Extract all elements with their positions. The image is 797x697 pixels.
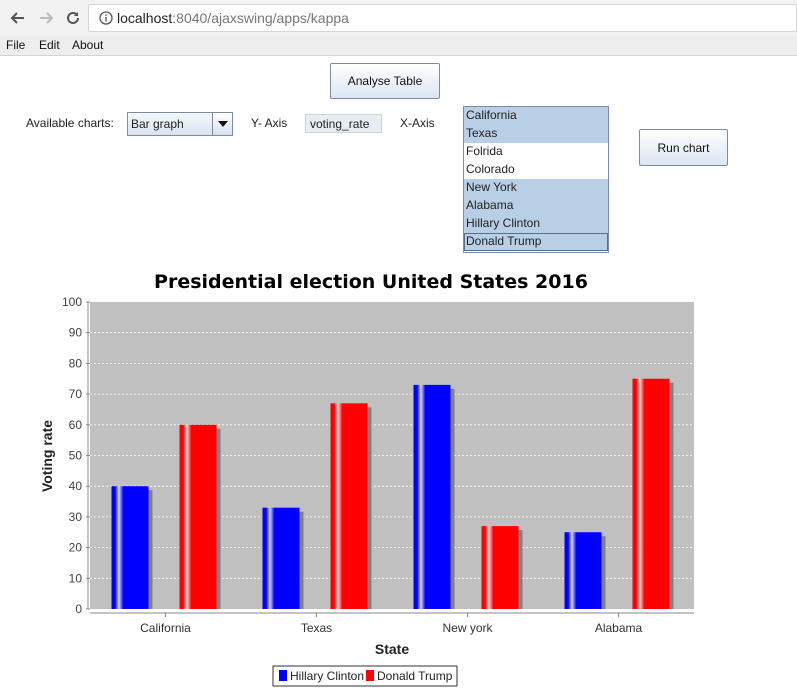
legend-label: Hillary Clinton	[290, 669, 364, 683]
y-axis-field[interactable]: voting_rate	[305, 114, 382, 133]
chevron-down-icon[interactable]	[212, 113, 232, 135]
y-tick-label: 90	[69, 326, 83, 340]
list-item[interactable]: Colorado	[466, 162, 515, 176]
bar	[413, 384, 451, 609]
address-bar[interactable]: localhost:8040/ajaxswing/apps/kappa	[88, 4, 797, 32]
y-tick-label: 20	[69, 541, 83, 555]
bar-shadow	[636, 382, 674, 609]
bar	[330, 403, 368, 609]
bar-shadow	[115, 490, 153, 609]
bar	[111, 486, 149, 609]
chart-type-select[interactable]: Bar graph	[127, 112, 233, 136]
analyse-table-button[interactable]: Analyse Table	[330, 63, 440, 99]
y-tick-label: 30	[69, 510, 83, 524]
x-tick-label: Alabama	[595, 621, 643, 635]
x-axis-list[interactable]: California Texas Folrida Colorado New Yo…	[463, 106, 609, 253]
list-item[interactable]: Alabama	[464, 197, 608, 215]
y-tick-label: 40	[69, 479, 83, 493]
y-axis-title: Voting rate	[39, 420, 55, 492]
y-tick-label: 60	[69, 418, 83, 432]
bar-shadow	[485, 530, 523, 609]
url-host: localhost	[117, 10, 173, 26]
x-axis-title: State	[375, 641, 409, 657]
reload-icon[interactable]	[63, 8, 83, 28]
list-item[interactable]: California	[464, 107, 608, 125]
info-icon[interactable]	[95, 8, 117, 28]
legend-swatch	[366, 670, 374, 681]
legend-box	[272, 665, 458, 687]
menu-edit[interactable]: Edit	[39, 38, 60, 52]
x-tick-label: California	[140, 621, 191, 635]
x-tick-label: New york	[442, 621, 493, 635]
menu-bar: File Edit About	[0, 36, 797, 56]
bar-shadow	[183, 428, 221, 609]
y-tick-label: 0	[75, 602, 82, 616]
bar	[564, 532, 602, 609]
legend-swatch	[279, 670, 287, 681]
bar-shadow	[334, 407, 372, 609]
menu-file[interactable]: File	[6, 38, 26, 52]
back-icon[interactable]	[8, 8, 28, 28]
legend-label: Donald Trump	[377, 669, 453, 683]
bar-shadow	[417, 388, 455, 609]
url-path: :8040/ajaxswing/apps/kappa	[172, 10, 349, 26]
x-axis-label: X-Axis	[400, 116, 435, 130]
forward-icon[interactable]	[36, 8, 56, 28]
bar	[179, 424, 217, 609]
menu-about[interactable]: About	[72, 38, 104, 52]
plot-area	[90, 302, 694, 609]
bar-shadow	[266, 511, 304, 609]
y-tick-label: 70	[69, 387, 83, 401]
list-item[interactable]: New York	[464, 179, 608, 197]
browser-toolbar: localhost:8040/ajaxswing/apps/kappa	[0, 0, 797, 36]
chart-type-value: Bar graph	[131, 117, 184, 131]
list-item[interactable]: Donald Trump	[464, 233, 608, 251]
run-chart-button[interactable]: Run chart	[639, 129, 728, 166]
bar-shadow	[568, 536, 606, 609]
bar	[262, 507, 300, 609]
y-tick-label: 10	[69, 571, 83, 585]
chart-title: Presidential election United States 2016	[154, 271, 588, 293]
list-item[interactable]: Texas	[464, 125, 608, 143]
y-tick-label: 50	[69, 449, 83, 463]
y-tick-label: 100	[62, 295, 82, 309]
bar	[481, 526, 519, 609]
list-item[interactable]: Folrida	[466, 144, 503, 158]
list-item[interactable]: Hillary Clinton	[464, 215, 608, 233]
bar	[632, 378, 670, 609]
available-charts-label: Available charts:	[26, 116, 114, 130]
y-axis-label: Y- Axis	[251, 116, 288, 130]
x-tick-label: Texas	[301, 621, 332, 635]
y-tick-label: 80	[69, 356, 83, 370]
